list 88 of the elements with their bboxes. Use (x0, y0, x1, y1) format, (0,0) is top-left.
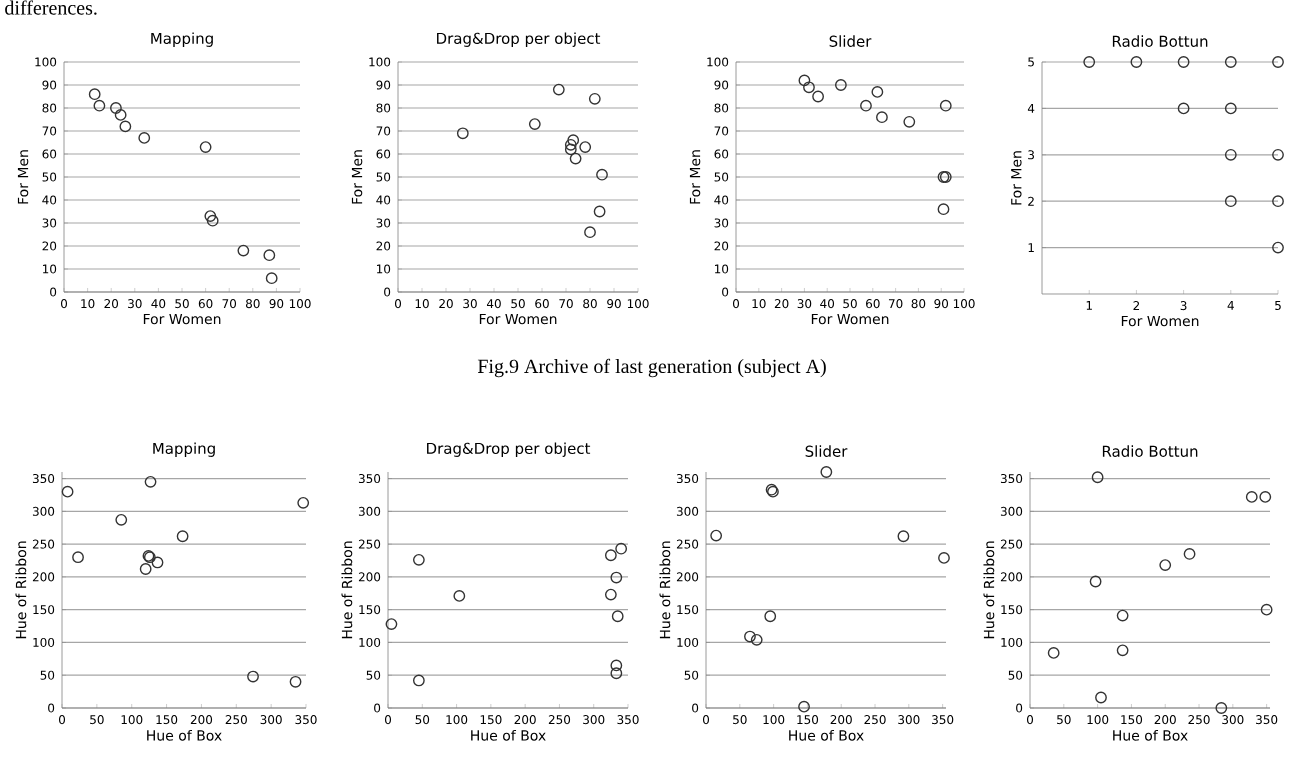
point (812, 90, 824, 103)
point (114, 109, 127, 121)
point (903, 115, 916, 128)
point (1272, 241, 1284, 254)
point (412, 674, 425, 687)
point (564, 143, 577, 156)
point (72, 551, 84, 564)
point (939, 99, 952, 112)
point (144, 475, 157, 488)
point (593, 205, 606, 218)
point (289, 675, 302, 688)
point (596, 168, 608, 181)
point (1224, 56, 1237, 68)
point (564, 138, 577, 151)
point (871, 86, 884, 98)
point (115, 513, 128, 526)
point (265, 272, 278, 285)
point (1047, 647, 1060, 659)
point (263, 249, 276, 262)
point (93, 99, 106, 112)
point (412, 553, 425, 566)
point (453, 590, 466, 602)
point (1130, 56, 1143, 68)
point (237, 244, 250, 257)
point (750, 633, 763, 646)
point (204, 210, 217, 222)
point (88, 88, 101, 101)
point (610, 571, 623, 584)
point (176, 530, 189, 543)
point (615, 542, 628, 555)
point (119, 120, 132, 133)
point (247, 670, 259, 683)
text: differences. (5, 0, 97, 15)
point (710, 529, 723, 542)
point (1083, 56, 1096, 68)
point (1224, 195, 1237, 208)
point (897, 530, 910, 543)
point (456, 127, 469, 140)
point (151, 556, 164, 569)
point (110, 102, 122, 114)
point (1245, 491, 1258, 503)
point (385, 618, 398, 630)
point (1272, 195, 1284, 208)
point (297, 496, 310, 509)
point (604, 588, 617, 601)
point (206, 214, 219, 227)
point (1091, 471, 1104, 484)
point (1272, 56, 1284, 68)
point (1272, 148, 1284, 161)
point (610, 659, 623, 672)
point (798, 74, 811, 87)
point (1116, 644, 1129, 657)
point (552, 83, 565, 96)
point (1259, 491, 1272, 503)
point (1159, 559, 1172, 571)
point (764, 610, 777, 623)
point (1089, 575, 1102, 588)
point (1224, 102, 1237, 115)
point (588, 92, 601, 105)
point (61, 485, 74, 498)
point (569, 152, 582, 165)
point (938, 551, 950, 564)
point (1260, 603, 1273, 616)
point (1224, 148, 1237, 161)
point (611, 610, 624, 623)
point (744, 630, 756, 643)
point (860, 99, 872, 112)
point (579, 141, 592, 153)
point (798, 700, 810, 713)
point (820, 466, 833, 478)
point (610, 667, 623, 680)
point (834, 79, 847, 91)
point (937, 203, 950, 216)
point (1183, 548, 1196, 560)
point (1116, 609, 1129, 622)
point (199, 141, 212, 153)
point (1095, 691, 1107, 704)
point (1215, 702, 1228, 714)
caption: Fig.9 Archive of last generation (subject A) (477, 358, 826, 378)
point (138, 132, 151, 144)
point (803, 81, 815, 94)
point (876, 111, 888, 124)
point (1177, 102, 1190, 115)
point (139, 563, 152, 575)
point (604, 549, 617, 562)
point (528, 118, 541, 130)
point (1177, 56, 1190, 68)
point (584, 226, 596, 239)
